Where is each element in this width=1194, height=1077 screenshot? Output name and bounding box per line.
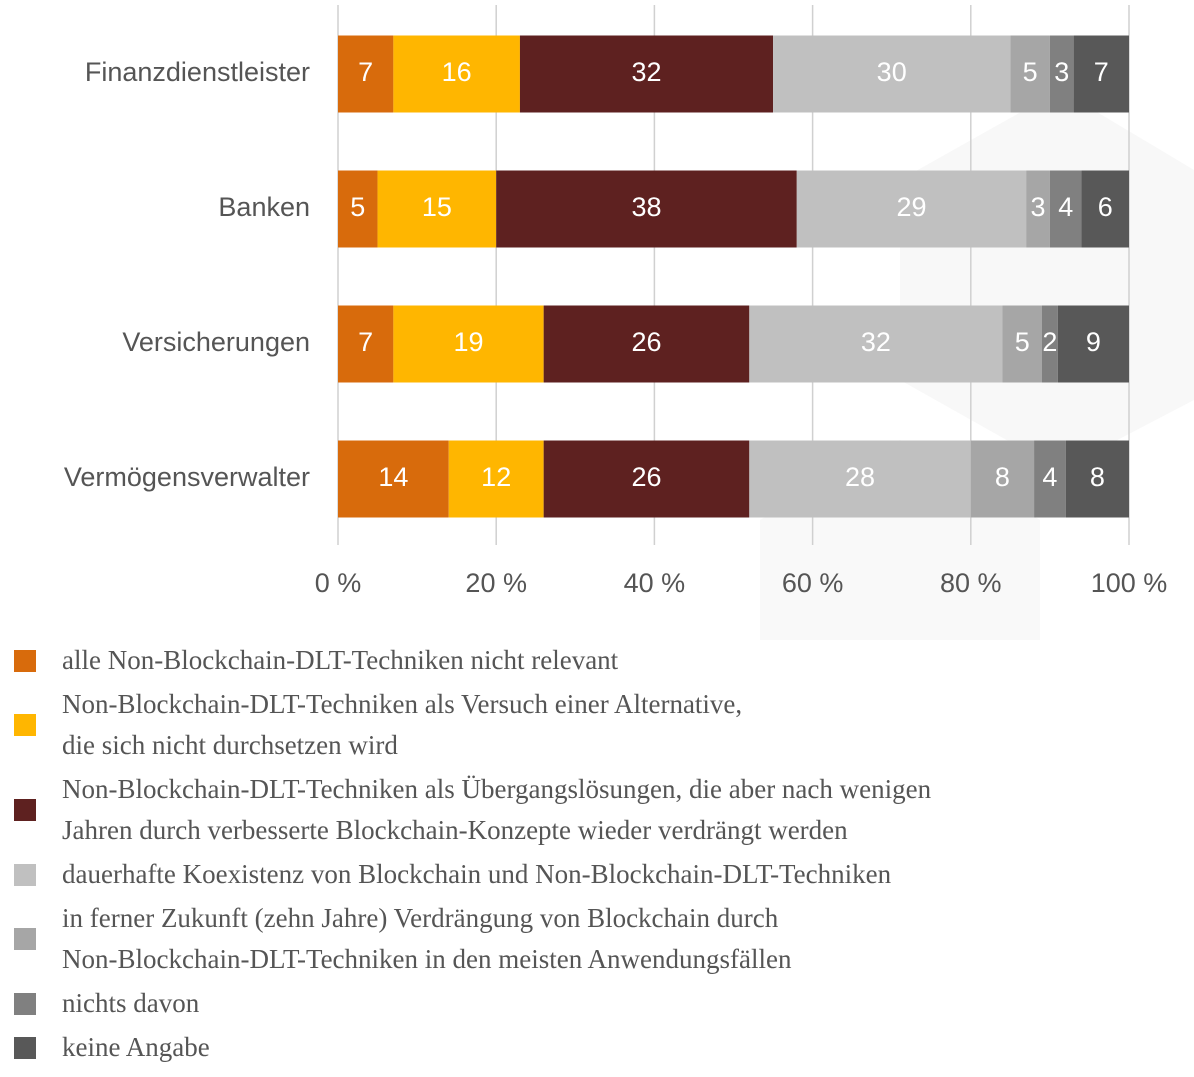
- legend-label: dauerhafte Koexistenz von Blockchain und…: [62, 859, 892, 889]
- y-tick-label: Banken: [218, 192, 310, 222]
- x-tick-label: 60 %: [782, 568, 844, 598]
- bar-segment: [1081, 170, 1129, 248]
- value-label: 19: [453, 327, 483, 357]
- value-label: 8: [995, 462, 1010, 492]
- value-label: 2: [1042, 327, 1057, 357]
- value-label: 30: [877, 57, 907, 87]
- bar-segment: [393, 305, 544, 383]
- legend-item: Non-Blockchain-DLT-Techniken als Übergan…: [14, 769, 931, 851]
- chart: 0 % 20 % 40 % 60 % 80 % 100 % Finanzdienstleis…: [63, 5, 1168, 599]
- bar-segment: [970, 440, 1035, 518]
- y-tick-label: Versicherungen: [122, 327, 310, 357]
- bar-segment: [1073, 35, 1129, 113]
- legend-item: keine Angabe: [14, 1027, 931, 1068]
- bar-segment: [1010, 35, 1050, 113]
- legend-label: keine Angabe: [62, 1032, 210, 1062]
- bar-segment: [796, 170, 1027, 248]
- legend-swatch: [14, 714, 36, 736]
- legend-swatch: [14, 649, 36, 672]
- value-label: 32: [631, 57, 661, 87]
- value-label: 26: [631, 327, 661, 357]
- value-label: 5: [1015, 327, 1030, 357]
- legend-swatch: [14, 1036, 36, 1059]
- value-label: 38: [631, 192, 661, 222]
- bar-segment: [338, 305, 394, 383]
- value-label: 9: [1086, 327, 1101, 357]
- y-tick-label: Vermögensverwalter: [64, 462, 310, 492]
- x-tick-label: 20 %: [465, 568, 527, 598]
- bar-segment: [749, 305, 1003, 383]
- value-label: 15: [422, 192, 452, 222]
- value-label: 8: [1090, 462, 1105, 492]
- bar-segment: [1034, 440, 1066, 518]
- bar-segment: [448, 440, 544, 518]
- value-label: 28: [845, 462, 875, 492]
- legend-swatch: [14, 992, 36, 1015]
- value-label: 26: [631, 462, 661, 492]
- value-label: 5: [350, 192, 365, 222]
- legend-label: in ferner Zukunft (zehn Jahre) Verdrängu…: [62, 903, 792, 974]
- value-label: 5: [1023, 57, 1038, 87]
- value-label: 29: [896, 192, 926, 222]
- bar-segment: [377, 170, 497, 248]
- x-tick-label: 0 %: [315, 568, 362, 598]
- bar-segment: [749, 440, 971, 518]
- x-tick-label: 100 %: [1091, 568, 1168, 598]
- value-label: 7: [1094, 57, 1109, 87]
- value-label: 3: [1031, 192, 1046, 222]
- bar-segment: [1049, 35, 1074, 113]
- legend-item: in ferner Zukunft (zehn Jahre) Verdrängu…: [14, 898, 931, 980]
- legend-label: Non-Blockchain-DLT-Techniken als Übergan…: [62, 774, 932, 845]
- bar-segment: [1057, 305, 1129, 383]
- value-label: 6: [1098, 192, 1113, 222]
- bar-segment: [1041, 305, 1058, 383]
- legend-swatch: [14, 863, 36, 886]
- value-label: 7: [358, 327, 373, 357]
- legend-label: alle Non-Blockchain-DLT-Techniken nicht …: [62, 645, 619, 675]
- x-tick-label: 80 %: [940, 568, 1002, 598]
- bar-segment: [1049, 170, 1082, 248]
- value-label: 4: [1042, 462, 1057, 492]
- legend-item: Non-Blockchain-DLT-Techniken als Versuch…: [14, 684, 931, 766]
- legend-swatch: [14, 799, 36, 821]
- legend-item: alle Non-Blockchain-DLT-Techniken nicht …: [14, 640, 931, 681]
- bar-segment: [543, 305, 750, 383]
- bar-segment: [338, 35, 394, 113]
- bar-segment: [496, 170, 797, 248]
- legend-item: dauerhafte Koexistenz von Blockchain und…: [14, 854, 931, 895]
- value-label: 7: [358, 57, 373, 87]
- bar-segment: [543, 440, 750, 518]
- legend-label: Non-Blockchain-DLT-Techniken als Versuch…: [62, 689, 743, 760]
- bar-segment: [1065, 440, 1129, 518]
- legend-item: nichts davon: [14, 983, 931, 1024]
- value-label: 16: [442, 57, 472, 87]
- legend-swatch: [14, 928, 36, 950]
- bar-segment: [519, 35, 774, 113]
- value-label: 4: [1058, 192, 1073, 222]
- bar-segment: [1026, 170, 1050, 248]
- bar-segment: [1002, 305, 1042, 383]
- bar-segment: [393, 35, 520, 113]
- y-tick-label: Finanzdienstleister: [85, 57, 310, 87]
- bar-segment: [338, 440, 449, 518]
- bar-segment: [338, 170, 378, 248]
- value-label: 3: [1054, 57, 1069, 87]
- value-label: 32: [861, 327, 891, 357]
- x-tick-label: 40 %: [624, 568, 686, 598]
- bar-segment: [773, 35, 1011, 113]
- value-label: 12: [481, 462, 511, 492]
- legend: alle Non-Blockchain-DLT-Techniken nicht …: [14, 640, 931, 1071]
- value-label: 14: [378, 462, 408, 492]
- legend-label: nichts davon: [62, 988, 200, 1018]
